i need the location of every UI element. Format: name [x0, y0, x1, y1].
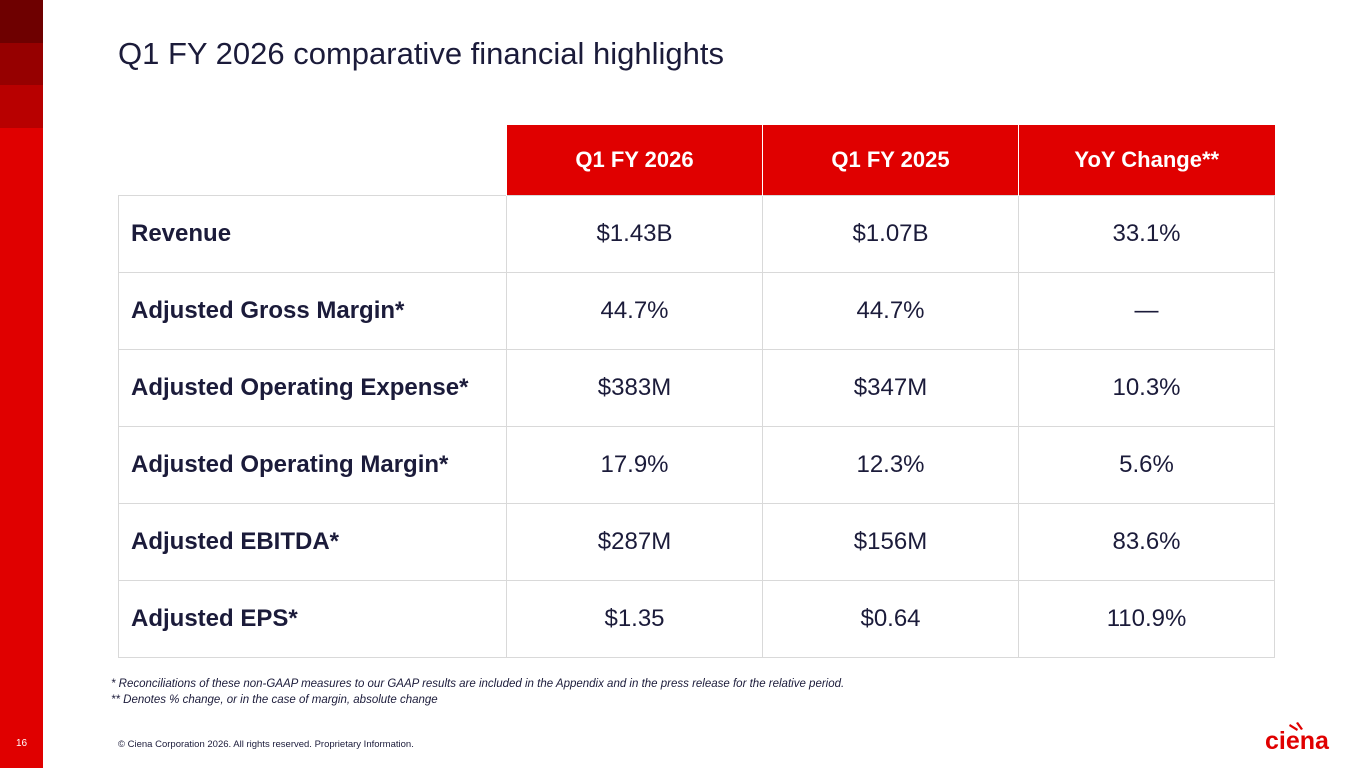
metric-label: Adjusted Gross Margin*	[118, 272, 507, 350]
yoy-change-value: —	[1018, 272, 1275, 350]
q1-fy2026-value: $383M	[506, 349, 763, 427]
metric-label: Adjusted EPS*	[118, 580, 507, 658]
yoy-change-value: 110.9%	[1018, 580, 1275, 658]
metric-label: Revenue	[118, 195, 507, 273]
header-yoy-change: YoY Change**	[1018, 125, 1275, 196]
accent-block-dark	[0, 0, 43, 43]
accent-block-medium	[0, 43, 43, 85]
yoy-change-value: 10.3%	[1018, 349, 1275, 427]
q1-fy2026-value: 44.7%	[506, 272, 763, 350]
table-row-ebitda: Adjusted EBITDA* $287M $156M 83.6%	[118, 503, 1275, 581]
ciena-logo-wordmark: ciena	[1265, 727, 1330, 754]
left-accent-bar: 16	[0, 0, 43, 768]
q1-fy2026-value: $1.35	[506, 580, 763, 658]
table-row-operating-margin: Adjusted Operating Margin* 17.9% 12.3% 5…	[118, 426, 1275, 504]
page-number: 16	[15, 738, 28, 749]
q1-fy2025-value: $1.07B	[762, 195, 1019, 273]
yoy-change-value: 5.6%	[1018, 426, 1275, 504]
q1-fy2025-value: $0.64	[762, 580, 1019, 658]
header-q1-fy2025: Q1 FY 2025	[762, 125, 1019, 196]
q1-fy2025-value: 12.3%	[762, 426, 1019, 504]
table-header-row: Q1 FY 2026 Q1 FY 2025 YoY Change**	[119, 125, 1275, 196]
table-row-revenue: Revenue $1.43B $1.07B 33.1%	[118, 195, 1275, 273]
yoy-change-value: 33.1%	[1018, 195, 1275, 273]
table-row-eps: Adjusted EPS* $1.35 $0.64 110.9%	[118, 580, 1275, 658]
page-title: Q1 FY 2026 comparative financial highlig…	[118, 36, 724, 71]
copyright-notice: © Ciena Corporation 2026. All rights res…	[118, 739, 414, 750]
q1-fy2026-value: $287M	[506, 503, 763, 581]
q1-fy2026-value: $1.43B	[506, 195, 763, 273]
q1-fy2026-value: 17.9%	[506, 426, 763, 504]
ciena-logo: ciena	[1265, 722, 1330, 754]
ciena-logo-mark	[1289, 722, 1303, 731]
header-blank-cell	[119, 125, 507, 196]
metric-label: Adjusted Operating Margin*	[118, 426, 507, 504]
q1-fy2025-value: $156M	[762, 503, 1019, 581]
q1-fy2025-value: 44.7%	[762, 272, 1019, 350]
q1-fy2025-value: $347M	[762, 349, 1019, 427]
financial-highlights-table: Q1 FY 2026 Q1 FY 2025 YoY Change** Reven…	[118, 125, 1275, 658]
metric-label: Adjusted EBITDA*	[118, 503, 507, 581]
header-q1-fy2026: Q1 FY 2026	[506, 125, 763, 196]
footnote-yoy-definition: ** Denotes % change, or in the case of m…	[111, 694, 438, 706]
footnote-non-gaap: * Reconciliations of these non-GAAP meas…	[111, 678, 845, 690]
table-row-operating-expense: Adjusted Operating Expense* $383M $347M …	[118, 349, 1275, 427]
yoy-change-value: 83.6%	[1018, 503, 1275, 581]
table-row-gross-margin: Adjusted Gross Margin* 44.7% 44.7% —	[118, 272, 1275, 350]
metric-label: Adjusted Operating Expense*	[118, 349, 507, 427]
accent-block-light	[0, 85, 43, 128]
